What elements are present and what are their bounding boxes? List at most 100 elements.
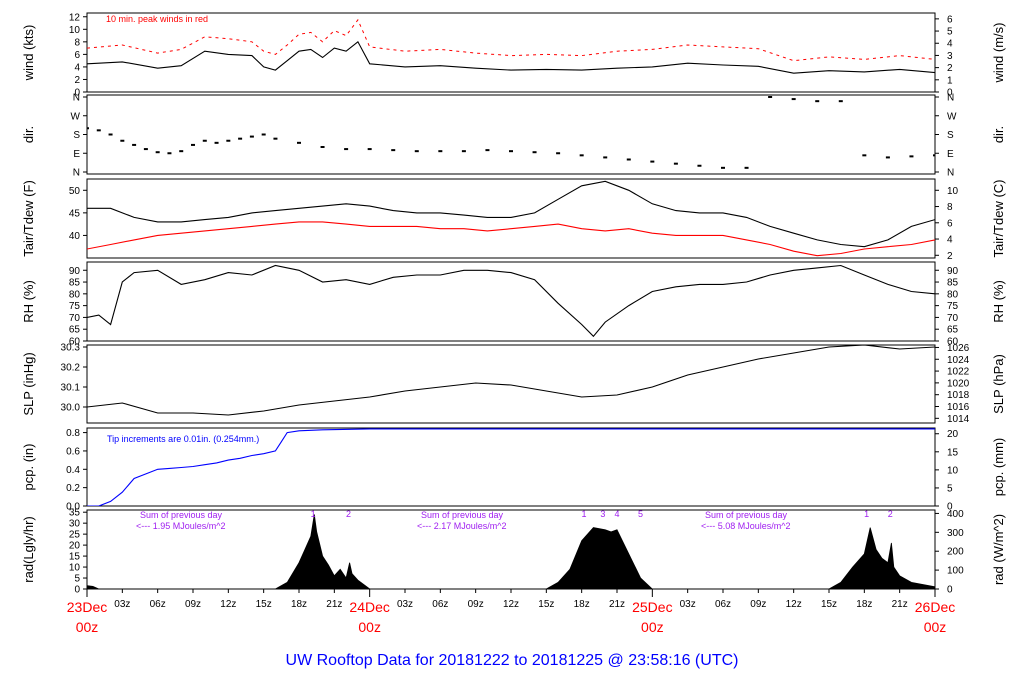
dir-point xyxy=(143,148,148,151)
wind-right-tick-label: 5 xyxy=(947,27,953,38)
time-tick-label: 03z xyxy=(680,599,696,610)
pcp-right-tick-label: 15 xyxy=(947,447,959,458)
dir-left-tick-label: N xyxy=(73,93,80,104)
temp-left-tick-label: 45 xyxy=(69,208,81,219)
wind-left-tick-label: 4 xyxy=(74,62,80,73)
dir-right-tick-label: N xyxy=(947,93,954,104)
time-tick-label: 15z xyxy=(256,599,272,610)
rh-left-tick-label: 75 xyxy=(69,301,81,312)
rad-right-tick-label: 200 xyxy=(947,547,964,558)
rh-ylabel-left: RH (%) xyxy=(21,280,36,323)
dir-point xyxy=(673,162,678,165)
dir-point xyxy=(768,96,773,98)
rad-marker-label: 2 xyxy=(346,509,351,519)
rad-left-tick-label: 10 xyxy=(69,563,81,574)
rh-right-tick-label: 85 xyxy=(947,278,959,289)
pcp-right-tick-label: 5 xyxy=(947,483,953,494)
pcp-left-tick-label: 0.4 xyxy=(66,465,80,476)
dir-point xyxy=(791,98,796,101)
rad-marker-label: 1 xyxy=(864,509,869,519)
day-hour-label: 00z xyxy=(641,619,664,635)
dir-point xyxy=(933,154,935,157)
dir-point xyxy=(579,154,584,157)
wind-right-tick-label: 0 xyxy=(947,88,953,99)
time-tick-label: 06z xyxy=(715,599,731,610)
dir-ylabel-right: dir. xyxy=(991,126,1006,143)
dir-frame xyxy=(86,94,936,175)
dir-left-tick-label: S xyxy=(73,130,80,141)
time-tick-label: 06z xyxy=(150,599,166,610)
pcp-line-0 xyxy=(87,428,935,506)
wind-ylabel-left: wind (kts) xyxy=(21,25,36,82)
rh-right-tick-label: 70 xyxy=(947,313,959,324)
dir-point xyxy=(721,166,725,169)
day-date-label: 24Dec xyxy=(349,599,389,615)
dir-point xyxy=(87,127,89,130)
dir-point xyxy=(261,133,266,136)
wind-left-tick-label: 2 xyxy=(74,75,80,86)
rad-left-tick-label: 30 xyxy=(69,519,81,530)
wind-right-tick-label: 3 xyxy=(947,51,953,62)
dir-point xyxy=(344,148,349,151)
temp-line-1 xyxy=(87,221,935,257)
temp-right-tick-label: 10 xyxy=(947,186,959,197)
wind-left-tick-label: 12 xyxy=(69,12,81,23)
dir-point xyxy=(862,154,867,157)
rh-right-tick-label: 75 xyxy=(947,301,959,312)
dir-point xyxy=(697,164,702,167)
wind-peak-line xyxy=(87,18,935,62)
dir-point xyxy=(167,152,172,155)
time-tick-label: 18z xyxy=(856,599,872,610)
dir-point xyxy=(556,152,561,155)
rad-left-tick-label: 0 xyxy=(74,585,80,596)
temp-line-0 xyxy=(87,180,935,248)
dir-point xyxy=(108,133,113,136)
chart-title: UW Rooftop Data for 20181222 to 20181225… xyxy=(286,652,739,669)
time-tick-label: 06z xyxy=(432,599,448,610)
dir-point xyxy=(532,151,537,154)
time-tick-label: 12z xyxy=(503,599,519,610)
rad-marker-label: 3 xyxy=(600,509,605,519)
time-tick-label: 12z xyxy=(786,599,802,610)
slp-right-tick-label: 1020 xyxy=(947,378,970,389)
time-tick-label: 09z xyxy=(750,599,766,610)
day-date-label: 23Dec xyxy=(67,599,107,615)
wind-right-tick-label: 2 xyxy=(947,63,953,74)
pcp-ylabel-left: pcp. (in) xyxy=(21,444,36,491)
dir-point xyxy=(179,150,184,153)
rh-left-tick-label: 90 xyxy=(69,266,81,277)
rh-right-tick-label: 90 xyxy=(947,266,959,277)
time-tick-label: 03z xyxy=(397,599,413,610)
dir-point xyxy=(815,100,820,103)
rad-panel: rad(Lgly/hr) rad (W/m^2)05101520253035010… xyxy=(21,508,1006,596)
wind-right-tick-label: 6 xyxy=(947,14,953,25)
dir-point xyxy=(485,149,490,152)
dir-point xyxy=(626,158,631,161)
dir-point xyxy=(367,148,372,151)
slp-ylabel-left: SLP (inHg) xyxy=(21,352,36,415)
rh-left-tick-label: 70 xyxy=(69,313,81,324)
slp-left-tick-label: 30.2 xyxy=(61,363,81,374)
rh-right-tick-label: 80 xyxy=(947,289,959,300)
rad-left-tick-label: 20 xyxy=(69,541,81,552)
dir-point xyxy=(650,160,655,163)
rad-right-tick-label: 400 xyxy=(947,509,964,520)
temp-left-tick-label: 40 xyxy=(69,231,81,242)
slp-frame xyxy=(86,344,936,424)
dir-right-tick-label: W xyxy=(947,111,957,122)
dir-point xyxy=(132,143,137,146)
rh-left-tick-label: 80 xyxy=(69,289,81,300)
rad-ylabel-left: rad(Lgly/hr) xyxy=(21,516,36,582)
pcp-right-tick-label: 10 xyxy=(947,465,959,476)
dir-point xyxy=(202,139,207,142)
dir-left-tick-label: N xyxy=(73,168,80,179)
time-tick-label: 21z xyxy=(609,599,625,610)
pcp-right-tick-label: 20 xyxy=(947,429,959,440)
rh-line-0 xyxy=(87,264,935,338)
temp-panel: Tair/Tdew (F) Tair/Tdew (C) 40 45 50 2 4 6 8 10 xyxy=(21,178,1006,262)
wind-left-tick-label: 8 xyxy=(74,37,80,48)
dir-point xyxy=(155,151,160,154)
rh-ylabel-right: RH (%) xyxy=(991,280,1006,323)
